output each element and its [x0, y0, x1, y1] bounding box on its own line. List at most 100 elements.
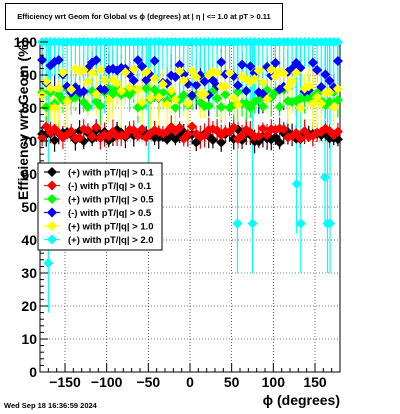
data-point: [53, 83, 64, 94]
data-point: [157, 79, 168, 90]
data-point: [191, 80, 202, 91]
data-point: [37, 132, 48, 143]
data-point: [295, 133, 306, 144]
data-point: [291, 67, 302, 78]
data-point: [99, 84, 110, 95]
data-point: [295, 102, 306, 113]
y-tick-label: 20: [21, 298, 37, 314]
data-point: [132, 84, 143, 95]
data-point: [253, 131, 264, 142]
legend-label: (+) with pT/|q| > 0.5: [68, 195, 154, 206]
data-point: [116, 86, 127, 97]
data-point: [257, 123, 268, 134]
data-point: [124, 82, 135, 93]
data-point: [253, 65, 264, 76]
data-point: [170, 102, 181, 113]
data-point: [120, 67, 131, 78]
data-point: [78, 86, 89, 97]
data-point: [303, 81, 314, 92]
legend-label: (-) with pT/|q| > 0.5: [68, 208, 152, 219]
data-point: [187, 65, 198, 76]
data-point: [74, 132, 85, 143]
data-point: [232, 86, 243, 97]
y-tick-label: 80: [21, 100, 37, 116]
data-point-outlier: [325, 218, 335, 229]
data-point: [128, 64, 139, 75]
legend-marker: [47, 194, 57, 204]
data-point: [199, 76, 210, 87]
data-point: [224, 67, 235, 78]
axes: 0 10 20 30 40 50 60 70 80 90 100 −150 −100 −50 0 50 100 1…: [14, 34, 341, 390]
data-point-outlier: [247, 218, 258, 229]
data-markers: [37, 37, 343, 269]
data-point: [278, 124, 289, 135]
data-point: [141, 66, 152, 77]
data-point: [316, 126, 327, 137]
data-point: [91, 122, 102, 133]
data-point: [41, 76, 52, 87]
data-point: [270, 57, 281, 68]
data-point: [170, 94, 181, 105]
data-point: [41, 121, 52, 132]
data-point: [307, 98, 318, 109]
y-axis-label: Efficiency wrt Geom (%): [15, 39, 31, 200]
data-point: [187, 90, 198, 101]
data-point: [82, 102, 93, 113]
data-point: [237, 59, 248, 70]
data-point-outlier: [291, 178, 302, 189]
data-point: [191, 72, 202, 83]
legend-label: (+) with pT/|q| > 2.0: [68, 235, 154, 246]
data-point: [120, 130, 131, 141]
data-point: [212, 67, 223, 78]
data-point: [178, 75, 189, 86]
x-tick-label: 50: [224, 374, 240, 390]
data-point: [332, 95, 343, 106]
data-point: [257, 101, 268, 112]
data-point: [282, 82, 293, 93]
legend-marker: [47, 180, 57, 191]
data-point: [99, 75, 110, 86]
data-point-outlier: [320, 172, 330, 183]
data-point: [41, 102, 52, 113]
legend-marker: [47, 207, 57, 218]
data-point: [132, 130, 143, 141]
data-point: [332, 126, 343, 137]
data-point: [312, 92, 323, 103]
data-point: [245, 102, 256, 113]
data-point: [91, 55, 102, 66]
x-tick-label: −150: [49, 374, 81, 390]
data-point: [216, 101, 227, 112]
data-point: [287, 75, 298, 86]
data-point: [149, 55, 160, 66]
data-point: [332, 83, 343, 94]
data-point: [82, 125, 93, 136]
x-tick-label: −50: [136, 374, 160, 390]
y-tick-label: 40: [21, 232, 37, 248]
data-point: [87, 131, 98, 142]
data-point: [153, 92, 164, 103]
data-point: [320, 69, 331, 80]
y-tick-label: 70: [21, 133, 37, 149]
x-tick-label: 100: [262, 374, 286, 390]
data-point: [91, 88, 102, 99]
data-point: [166, 85, 177, 96]
legend-label: (-) with pT/|q| > 0.1: [68, 181, 152, 192]
data-point: [162, 99, 173, 110]
data-point: [266, 64, 277, 75]
data-point: [228, 93, 239, 104]
data-point: [141, 83, 152, 94]
data-point: [199, 88, 210, 99]
data-point: [220, 89, 231, 100]
data-point: [174, 59, 185, 70]
data-point: [324, 87, 335, 98]
legend-box: [37, 162, 163, 251]
y-tick-label: 90: [21, 67, 37, 83]
data-point: [232, 80, 243, 91]
chart-title: Efficiency wrt Geom for Global vs ϕ (deg…: [5, 3, 283, 30]
data-point: [216, 57, 227, 68]
data-point: [241, 85, 252, 96]
data-point: [128, 75, 139, 86]
data-point: [249, 68, 260, 79]
data-point: [307, 57, 318, 68]
